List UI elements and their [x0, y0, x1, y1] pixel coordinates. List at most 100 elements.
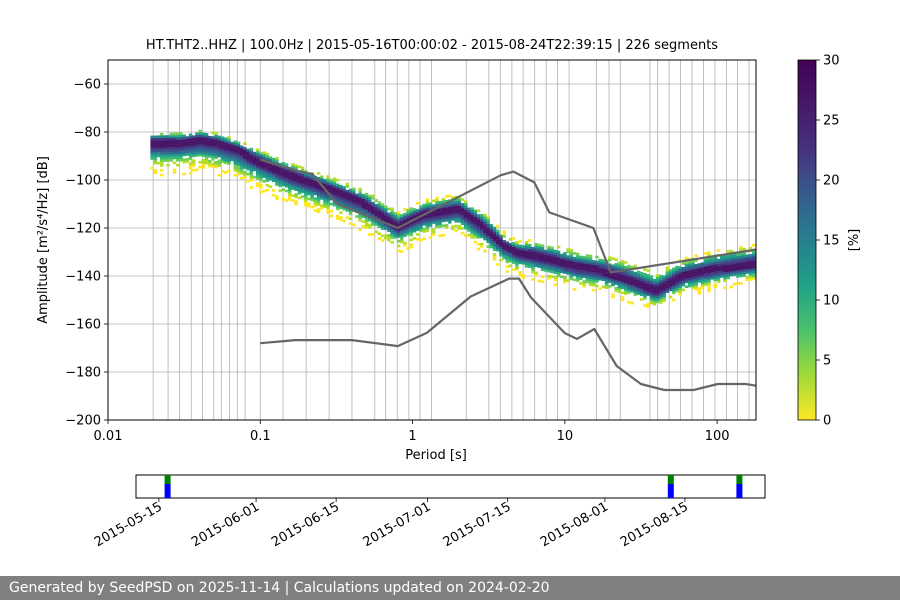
- psd-cell: [528, 263, 532, 266]
- psd-cell: [320, 180, 324, 183]
- psd-cell: [390, 207, 394, 211]
- psd-cell: [617, 264, 622, 267]
- psd-cell: [316, 172, 321, 175]
- psd-cell: [348, 212, 353, 216]
- psd-cell: [662, 275, 666, 278]
- psd-cell: [752, 268, 756, 271]
- psd-cell: [598, 268, 602, 271]
- psd-cell: [531, 259, 535, 262]
- psd-cell: [374, 220, 378, 224]
- psd-cell: [716, 273, 721, 276]
- psd-cell: [211, 141, 215, 144]
- psd-cell: [352, 199, 356, 203]
- psd-cell: [595, 275, 599, 278]
- psd-cell: [262, 168, 266, 171]
- psd-cell: [224, 159, 228, 162]
- psd-cell: [345, 204, 350, 207]
- psd-cell: [368, 209, 372, 212]
- psd-cell: [169, 144, 174, 148]
- psd-cell: [451, 218, 455, 221]
- psd-cell: [182, 151, 186, 154]
- psd-cell: [371, 213, 375, 217]
- psd-cell: [435, 220, 439, 224]
- psd-cell: [496, 263, 500, 266]
- psd-cell: [256, 162, 260, 166]
- psd-cell: [432, 204, 436, 207]
- psd-cell: [620, 272, 625, 275]
- psd-cell: [716, 278, 721, 281]
- psd-cell: [691, 269, 695, 273]
- psd-cell: [544, 249, 548, 253]
- psd-cell: [729, 249, 734, 253]
- psd-cell: [236, 160, 241, 164]
- psd-cell: [435, 218, 439, 221]
- psd-cell: [441, 210, 446, 213]
- psd-cell: [636, 277, 641, 281]
- psd-cell: [272, 167, 276, 171]
- psd-cell: [233, 159, 238, 163]
- psd-cell: [345, 201, 350, 205]
- psd-cell: [262, 153, 266, 157]
- psd-cell: [384, 205, 388, 209]
- psd-cell: [576, 276, 580, 280]
- psd-cell: [204, 161, 209, 165]
- psd-cell: [419, 210, 423, 213]
- psd-cell: [748, 254, 753, 257]
- psd-cell: [732, 258, 737, 262]
- psd-cell: [169, 156, 174, 160]
- psd-cell: [732, 261, 737, 264]
- psd-cell: [502, 232, 506, 236]
- psd-cell: [457, 220, 462, 223]
- psd-cell: [496, 224, 500, 228]
- psd-cell: [393, 228, 398, 232]
- y-tick-label: −60: [74, 78, 101, 93]
- psd-cell: [422, 237, 426, 240]
- psd-cell: [281, 162, 286, 165]
- psd-cell: [252, 156, 257, 160]
- psd-cell: [163, 156, 167, 160]
- psd-cell: [342, 219, 346, 223]
- psd-cell: [633, 276, 638, 280]
- psd-cell: [518, 254, 522, 257]
- psd-cell: [620, 265, 625, 268]
- psd-cell: [668, 295, 673, 299]
- psd-cell: [512, 254, 516, 257]
- psd-cell: [310, 196, 314, 199]
- psd-cell: [633, 274, 638, 277]
- psd-cell: [284, 199, 289, 202]
- psd-cell: [592, 281, 596, 285]
- psd-cell: [614, 289, 618, 293]
- psd-cell: [454, 203, 458, 206]
- psd-cell: [473, 212, 478, 215]
- psd-cell: [204, 149, 209, 153]
- psd-cell: [390, 236, 394, 239]
- psd-cell: [291, 199, 295, 202]
- psd-cell: [428, 202, 433, 206]
- psd-cell: [288, 195, 292, 199]
- psd-cell: [428, 212, 433, 215]
- psd-cell: [188, 143, 193, 146]
- psd-cell: [723, 262, 727, 266]
- psd-cell: [483, 235, 487, 238]
- psd-cell: [355, 193, 359, 197]
- psd-cell: [470, 212, 474, 215]
- psd-cell: [316, 200, 321, 204]
- psd-cell: [377, 208, 382, 212]
- psd-cell: [259, 152, 263, 156]
- psd-cell: [601, 261, 606, 265]
- psd-cell: [540, 258, 545, 262]
- psd-cell: [406, 213, 410, 217]
- psd-cell: [406, 218, 410, 222]
- psd-cell: [684, 268, 689, 272]
- psd-cell: [310, 177, 314, 180]
- psd-cell: [192, 147, 196, 150]
- psd-cell: [534, 250, 538, 253]
- psd-cell: [656, 298, 660, 301]
- psd-cell: [604, 286, 609, 290]
- psd-cell: [150, 145, 154, 148]
- psd-cell: [729, 264, 734, 267]
- psd-cell: [604, 281, 609, 285]
- psd-cell: [256, 155, 260, 159]
- psd-cell: [169, 154, 174, 157]
